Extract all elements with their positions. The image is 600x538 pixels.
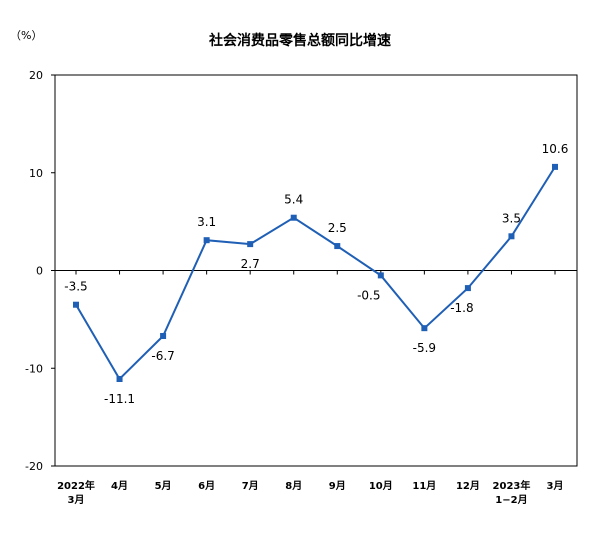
y-tick-label: 20 bbox=[29, 69, 43, 82]
y-tick-label: 10 bbox=[29, 167, 43, 180]
x-tick-label: 12月 bbox=[456, 480, 480, 492]
data-label: 10.6 bbox=[542, 142, 569, 156]
data-label: -11.1 bbox=[104, 392, 135, 406]
x-tick-label: 2023年 bbox=[493, 479, 531, 492]
data-point bbox=[203, 237, 210, 244]
data-label: 3.5 bbox=[502, 211, 521, 225]
data-point bbox=[247, 241, 254, 248]
data-labels: -3.5 -11.1 -6.7 3.1 2.7 5.4 2.5 -0.5 -5.9 -1.8 3.5… bbox=[64, 142, 568, 406]
data-point bbox=[116, 376, 123, 383]
data-point bbox=[552, 163, 558, 170]
y-unit-label: （%） bbox=[10, 29, 42, 42]
data-point bbox=[160, 332, 167, 339]
data-label: -1.8 bbox=[450, 301, 473, 315]
x-tick-label-line2: 3月 bbox=[68, 494, 85, 506]
x-tick-label: 5月 bbox=[155, 480, 172, 492]
data-label: 2.5 bbox=[328, 221, 347, 235]
chart-title: 社会消费品零售总额同比增速 bbox=[208, 32, 391, 49]
y-axis: 20 10 0 -10 -20 bbox=[25, 69, 55, 473]
x-tick-label: 10月 bbox=[369, 480, 393, 492]
x-tick-label: 9月 bbox=[329, 480, 346, 492]
data-label: 5.4 bbox=[284, 193, 303, 207]
data-label: -5.9 bbox=[413, 341, 436, 355]
x-tick-label-line2: 1−2月 bbox=[495, 494, 527, 506]
x-axis: 2022年 3月 4月 5月 6月 7月 8月 9月 10月 11月 12月 2023年 1−2月 3月 bbox=[57, 270, 564, 506]
data-label: 3.1 bbox=[197, 215, 216, 229]
x-tick-label: 8月 bbox=[285, 480, 302, 492]
x-tick-label: 2022年 bbox=[57, 479, 95, 492]
series-markers bbox=[73, 163, 558, 383]
y-tick-label: 0 bbox=[36, 265, 43, 278]
data-point bbox=[334, 243, 341, 250]
data-label: -3.5 bbox=[64, 280, 87, 294]
x-tick-label: 6月 bbox=[198, 480, 215, 492]
x-tick-label: 4月 bbox=[111, 480, 128, 492]
x-tick-label: 7月 bbox=[242, 480, 259, 492]
y-tick-label: -10 bbox=[25, 362, 43, 375]
x-tick-label: 3月 bbox=[547, 480, 564, 492]
data-point bbox=[421, 325, 428, 332]
data-point bbox=[290, 214, 297, 221]
y-tick-label: -20 bbox=[25, 460, 43, 473]
data-label: 2.7 bbox=[241, 257, 260, 271]
data-label: -6.7 bbox=[151, 349, 174, 363]
x-tick-label: 11月 bbox=[412, 480, 436, 492]
data-point bbox=[377, 272, 384, 279]
data-point bbox=[464, 285, 471, 292]
series-line bbox=[75, 166, 556, 381]
data-point bbox=[73, 301, 79, 308]
data-point bbox=[508, 233, 515, 240]
data-label: -0.5 bbox=[357, 288, 380, 302]
